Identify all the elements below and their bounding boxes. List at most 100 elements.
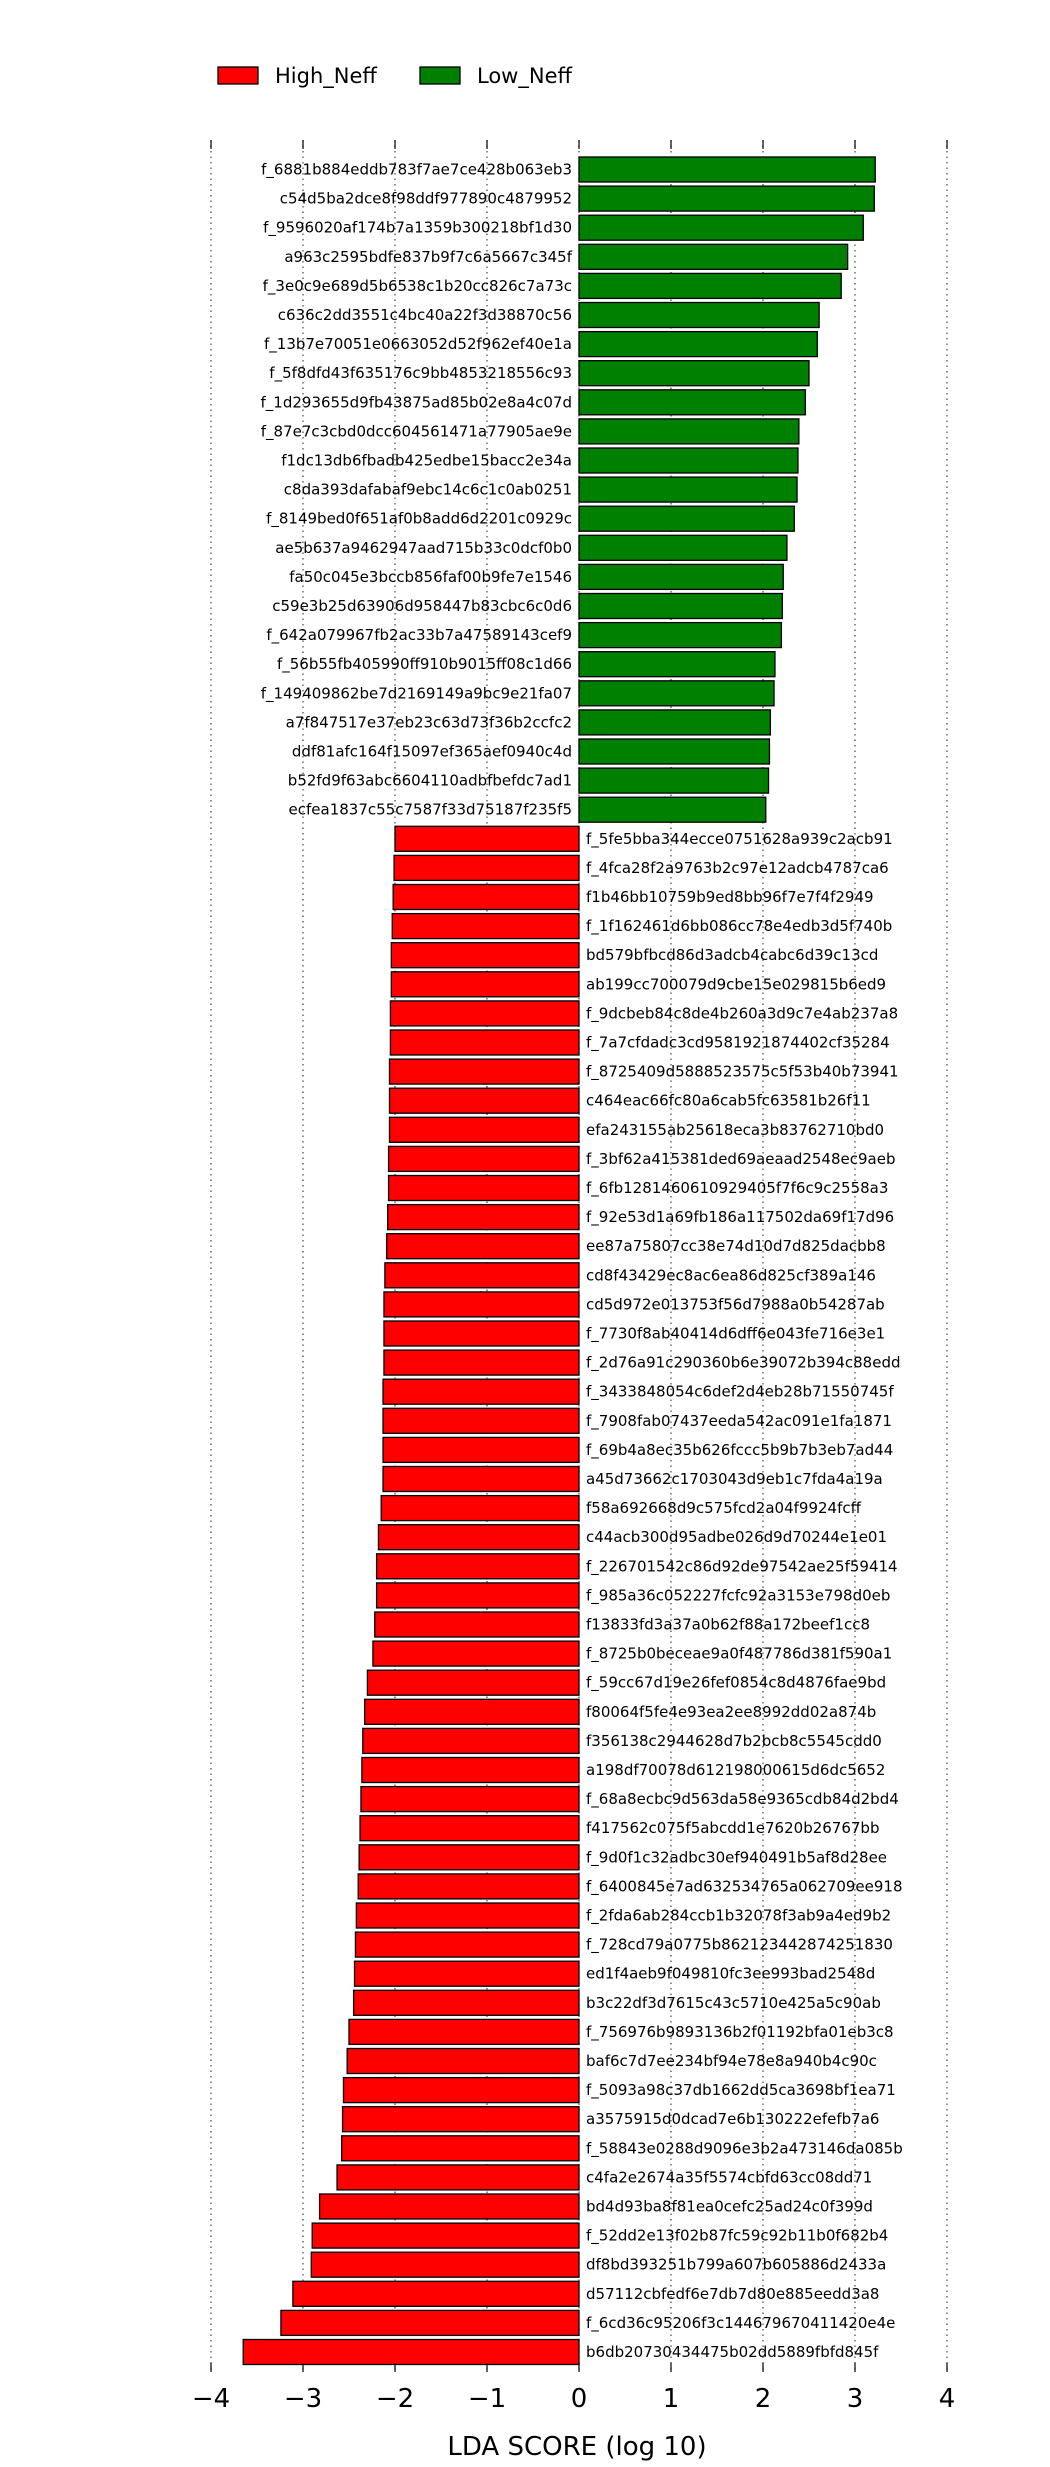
bar-label: cd5d972e013753f56d7988a0b54287ab [586, 1295, 885, 1313]
bar-label: f_9d0f1c32adbc30ef940491b5af8d28ee [586, 1848, 887, 1867]
bar-label: c464eac66fc80a6cab5fc63581b26f11 [586, 1092, 871, 1110]
legend-swatch [419, 66, 461, 85]
bar [578, 476, 798, 503]
x-tick-label: 2 [755, 2384, 772, 2414]
bar-label: f_2fda6ab284ccb1b32078f3ab9a4ed9b2 [586, 1907, 891, 1926]
bar [578, 709, 772, 736]
bar-label: a963c2595bdfe837b9f7c6a5667c345f [284, 248, 572, 266]
bar-label: a3575915d0dcad7e6b130222efefb7a6 [586, 2110, 879, 2128]
bar-label: f_8149bed0f651af0b8add6d2201c0929c [266, 510, 572, 529]
bar-label: baf6c7d7ee234bf94e78e8a940b4c90c [586, 2052, 877, 2070]
bar [383, 1320, 580, 1347]
bar-label: f_3e0c9e689d5b6538c1b20cc826c7a73c [263, 277, 572, 296]
bar-label: f_9dcbeb84c8de4b260a3d9c7e4ab237a8 [586, 1004, 898, 1023]
bar [578, 621, 783, 649]
bar [578, 738, 771, 765]
bar [578, 505, 795, 532]
bar-label: f_642a079967fb2ac33b7a47589143cef9 [266, 626, 572, 645]
bar-label: c59e3b25d63906d958447b83cbc6c0d6 [272, 597, 572, 615]
x-tick-label: 4 [939, 2384, 956, 2414]
bar-label: f1b46bb10759b9ed8bb96f7e7f4f2949 [586, 888, 874, 906]
bar-label: f_728cd79a0775b862123442874251830 [586, 1936, 893, 1955]
bar [578, 796, 767, 823]
bar [359, 1815, 580, 1842]
bar [394, 825, 580, 852]
bar [389, 1000, 580, 1027]
bar [387, 1145, 580, 1173]
bar [242, 2338, 580, 2366]
bar [578, 272, 842, 300]
bar [390, 942, 580, 969]
bar [363, 1698, 580, 1725]
bar [292, 2280, 580, 2307]
bar-label: f_1d293655d9fb43875ad85b02e8a4c07d [261, 393, 572, 412]
bar [578, 185, 875, 212]
bar [336, 2164, 580, 2191]
bar [388, 1087, 580, 1114]
bar [366, 1669, 580, 1696]
bar-label: d57112cbfedf6e7db7d80e885eedd3a8 [586, 2285, 879, 2303]
x-tick-label: 0 [571, 2384, 588, 2414]
bar [377, 1524, 580, 1551]
legend-label: High_Neff [275, 64, 377, 89]
bar-label: b3c22df3d7615c43c5710e425a5c90ab [586, 1994, 881, 2012]
bar-label: f_149409862be7d2169149a9bc9e21fa07 [261, 684, 572, 703]
bar [578, 534, 788, 561]
bar-label: f_5093a98c37db1662dd5ca3698bf1ea71 [586, 2081, 896, 2100]
bar [357, 1873, 580, 1900]
bar [352, 1989, 580, 2016]
bar-label: f_5f8dfd43f635176c9bb4853218556c93 [269, 364, 572, 383]
bar-label: f_756976b9893136b2f01192bfa01eb3c8 [586, 2023, 894, 2042]
bar-label: f_226701542c86d92de97542ae25f59414 [586, 1557, 898, 1576]
bar [384, 1262, 580, 1289]
bar-label: f13833fd3a37a0b62f88a172beef1cc8 [586, 1616, 870, 1634]
bars [242, 156, 876, 2366]
bar [310, 2251, 580, 2278]
bar [375, 1582, 580, 1609]
bar [354, 1931, 580, 1958]
bar-label: f_3bf62a415381ded69aeaad2548ec9aeb [586, 1150, 896, 1169]
x-tick-label: −3 [284, 2384, 322, 2414]
x-axis: −4 −3 −2 −1 0 1 2 3 4 [192, 140, 955, 2414]
bar-label: f_1f162461d6bb086cc78e4edb3d5f740b [586, 917, 892, 936]
bar-label: bd4d93ba8f81ea0cefc25ad24c0f399d [586, 2198, 873, 2216]
bar-label: f_52dd2e13f02b87fc59c92b11b0f682b4 [586, 2227, 888, 2246]
bar-label: f_8725b0beceae9a0f487786d381f590a1 [586, 1645, 892, 1664]
bar-label: f_6cd36c95206f3c144679670411420e4e [586, 2314, 895, 2333]
bar [386, 1203, 580, 1231]
bar [355, 1902, 580, 1929]
bar-label: efa243155ab25618eca3b83762710bd0 [586, 1121, 884, 1139]
x-axis-title: LDA SCORE (log 10) [447, 2432, 706, 2462]
bar [386, 1233, 580, 1260]
bar [362, 1727, 580, 1755]
legend-label: Low_Neff [477, 64, 572, 89]
bar [578, 592, 783, 620]
bar [393, 854, 580, 882]
bar-label: a7f847517e37eb23c63d73f36b2ccfc2 [286, 713, 572, 731]
bar-label: cd8f43429ec8ac6ea86d825cf389a146 [586, 1266, 876, 1284]
bar-label: f_8725409d5888523575c5f53b40b73941 [586, 1063, 899, 1082]
bar-label: b6db20730434475b02dd5889fbfd845f [586, 2343, 879, 2361]
bar-label: fa50c045e3bccb856faf00b9fe7e1546 [289, 568, 572, 586]
bar-label: f1dc13db6fbadb425edbe15bacc2e34a [281, 452, 572, 470]
legend: High_Neff Low_Neff [217, 64, 572, 89]
bar-label: f_59cc67d19e26fef0854c8d4876fae9bd [586, 1674, 886, 1693]
bar [360, 1785, 580, 1813]
bar-label: a198df70078d612198000615d6dc5652 [586, 1761, 885, 1779]
bar [578, 680, 775, 707]
bar [318, 2193, 580, 2220]
bar [578, 301, 820, 329]
bar-label: c44acb300d95adbe026d9d70244e1e01 [586, 1528, 887, 1546]
bar [353, 1960, 580, 1987]
bar [382, 1378, 580, 1405]
bar [374, 1611, 580, 1638]
bar-label: f_69b4a8ec35b626fccc5b9b7b3eb7ad44 [586, 1441, 893, 1460]
bar-label: ae5b637a9462947aad715b33c0dcf0b0 [275, 539, 572, 557]
bar [382, 1436, 580, 1464]
bar-label: c636c2dd3551c4bc40a22f3d38870c56 [278, 306, 572, 324]
bar-label: ecfea1837c55c7587f33d75187f235f5 [289, 801, 572, 819]
bar-label: f_4fca28f2a9763b2c97e12adcb4787ca6 [586, 859, 889, 878]
bar [383, 1291, 580, 1318]
bar-label: f_56b55fb405990ff910b9015ff08c1d66 [277, 655, 572, 674]
